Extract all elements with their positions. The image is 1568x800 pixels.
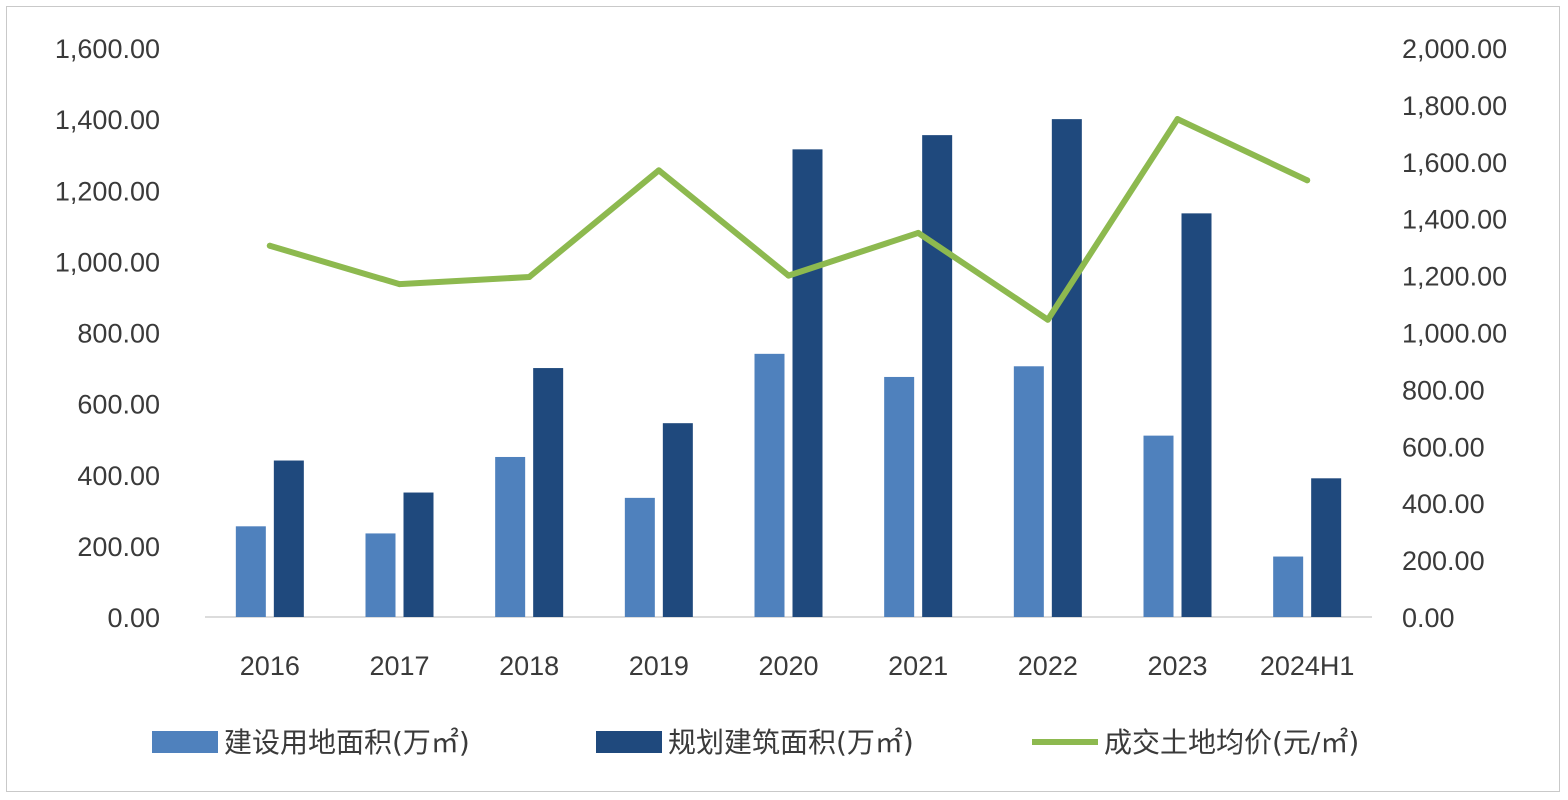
bar-land-area (754, 353, 785, 617)
legend-swatch-bar (152, 731, 218, 753)
bar-floor-area (1051, 119, 1082, 617)
bars (235, 119, 1342, 618)
left-tick-label: 400.00 (77, 461, 160, 491)
legend-label: 成交土地均价(元/㎡) (1104, 726, 1359, 759)
right-tick-label: 400.00 (1402, 489, 1485, 519)
bar-floor-area (403, 492, 434, 617)
left-tick-label: 1,600.00 (55, 34, 160, 64)
right-tick-label: 0.00 (1402, 603, 1455, 633)
x-tick-label: 2021 (888, 651, 948, 681)
x-tick-label: 2020 (758, 651, 818, 681)
right-tick-label: 600.00 (1402, 432, 1485, 462)
x-axis-ticks: 2016 2017 2018 2019 2020 2021 2022 2023 2024H1 (240, 651, 1355, 681)
legend-label: 规划建筑面积(万㎡) (668, 726, 914, 759)
right-tick-label: 2,000.00 (1402, 34, 1507, 64)
x-tick-label: 2018 (499, 651, 559, 681)
bar-land-area (624, 497, 655, 617)
bar-land-area (235, 526, 266, 617)
bar-land-area (1273, 556, 1304, 617)
line-point (1304, 177, 1311, 184)
right-tick-label: 800.00 (1402, 375, 1485, 405)
left-tick-label: 1,200.00 (55, 176, 160, 206)
bar-land-area (365, 533, 396, 617)
line-point (396, 281, 403, 288)
x-tick-label: 2024H1 (1260, 651, 1355, 681)
bar-land-area (884, 376, 915, 617)
left-tick-label: 1,000.00 (55, 247, 160, 277)
bar-floor-area (922, 135, 953, 618)
bar-floor-area (792, 149, 823, 617)
left-tick-label: 200.00 (77, 532, 160, 562)
left-tick-label: 0.00 (107, 603, 160, 633)
right-tick-label: 1,200.00 (1402, 262, 1507, 292)
legend-swatch-bar (596, 731, 662, 753)
bar-land-area (1143, 435, 1174, 617)
line-point (526, 274, 533, 281)
line-point (1174, 116, 1181, 123)
x-tick-label: 2017 (369, 651, 429, 681)
line-point (266, 242, 273, 249)
x-tick-label: 2016 (240, 651, 300, 681)
line-point (655, 167, 662, 174)
bar-floor-area (662, 423, 693, 617)
line-series (266, 116, 1311, 323)
x-tick-label: 2022 (1018, 651, 1078, 681)
bar-floor-area (1181, 213, 1212, 617)
bar-land-area (495, 456, 526, 617)
left-tick-label: 1,400.00 (55, 105, 160, 135)
x-tick-label: 2023 (1147, 651, 1207, 681)
legend-label: 建设用地面积(万㎡) (224, 726, 470, 759)
bar-floor-area (533, 368, 564, 617)
left-axis-ticks: 0.00 200.00 400.00 600.00 800.00 1,000.00 1,20… (55, 34, 160, 633)
x-tick-label: 2019 (629, 651, 689, 681)
right-tick-label: 1,800.00 (1402, 91, 1507, 121)
right-axis-ticks: 0.00 200.00 400.00 600.00 800.00 1,000.00 1,20… (1402, 34, 1507, 633)
right-tick-label: 200.00 (1402, 546, 1485, 576)
right-tick-label: 1,000.00 (1402, 319, 1507, 349)
line-point (785, 272, 792, 279)
bar-land-area (1013, 366, 1044, 617)
right-tick-label: 1,600.00 (1402, 148, 1507, 178)
bar-floor-area (273, 460, 304, 617)
left-tick-label: 600.00 (77, 390, 160, 420)
line-avg-price (266, 116, 1311, 323)
bar-floor-area (1311, 478, 1342, 617)
legend: 建设用地面积(万㎡) 规划建筑面积(万㎡) 成交土地均价(元/㎡) (152, 726, 1359, 759)
right-tick-label: 1,400.00 (1402, 205, 1507, 235)
line-point (915, 229, 922, 236)
left-tick-label: 800.00 (77, 319, 160, 349)
line-point (1044, 316, 1051, 323)
